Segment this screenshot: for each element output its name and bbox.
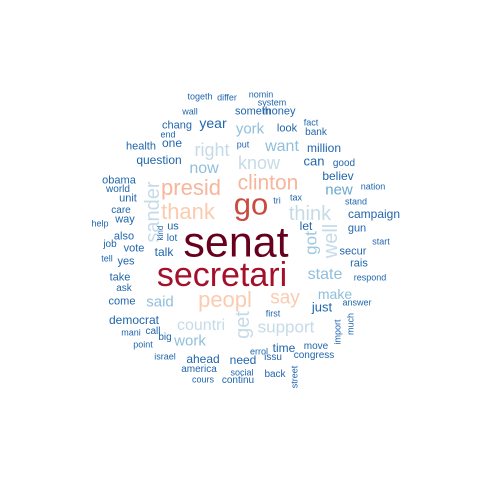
word-money: money: [262, 105, 296, 118]
word-rais: rais: [350, 257, 368, 270]
word-someth: someth: [234, 105, 272, 118]
word-big: big: [158, 332, 172, 343]
word-first: first: [265, 308, 281, 319]
word-now: now: [189, 160, 219, 177]
word-social: social: [230, 367, 254, 378]
word-gun: gun: [347, 222, 367, 235]
word-back: back: [264, 369, 286, 380]
word-million: million: [306, 141, 342, 155]
word-know: know: [237, 153, 281, 173]
word-make: make: [317, 286, 353, 302]
word-also: also: [113, 230, 135, 243]
word-nation: nation: [360, 181, 386, 192]
word-thank: thank: [161, 199, 215, 224]
word-yes: yes: [117, 255, 135, 268]
word-system: system: [257, 97, 287, 108]
word-said: said: [146, 293, 174, 311]
word-senat: senat: [183, 218, 289, 267]
word-just: just: [311, 299, 333, 315]
word-new: new: [325, 181, 353, 199]
word-let: let: [299, 219, 313, 233]
word-obama: obama: [102, 174, 136, 187]
word-clinton: clinton: [237, 171, 299, 195]
word-right: right: [194, 140, 230, 160]
word-one: one: [161, 136, 183, 150]
word-call: call: [145, 326, 161, 337]
word-believ: believ: [322, 169, 354, 183]
word-unit: unit: [119, 192, 137, 205]
word-street: street: [289, 365, 300, 389]
word-come: come: [108, 295, 136, 308]
word-end: end: [160, 129, 176, 140]
word-point: point: [133, 339, 153, 350]
word-need: need: [229, 353, 257, 367]
word-say: say: [270, 287, 300, 309]
word-vote: vote: [123, 242, 145, 255]
word-tax: tax: [289, 192, 303, 203]
word-lot: lot: [166, 233, 178, 244]
word-stand: stand: [344, 196, 368, 207]
word-look: look: [276, 122, 298, 135]
word-much: much: [345, 312, 356, 336]
word-tri: tri: [273, 195, 281, 206]
word-presid: presid: [161, 175, 221, 200]
word-issu: issu: [264, 352, 282, 363]
word-ahead: ahead: [186, 352, 220, 366]
word-year: year: [199, 115, 227, 131]
word-time: time: [272, 341, 296, 355]
word-congress: congress: [293, 350, 335, 361]
word-care: care: [111, 205, 131, 216]
word-nomin: nomin: [248, 89, 274, 100]
word-york: york: [235, 120, 265, 138]
word-kind: kind: [156, 225, 165, 241]
word-ask: ask: [116, 283, 132, 294]
word-start: start: [372, 236, 390, 247]
word-job: job: [103, 239, 117, 250]
word-cours: cours: [191, 374, 215, 385]
word-world: world: [106, 184, 130, 195]
word-good: good: [332, 158, 356, 169]
word-work: work: [174, 332, 206, 350]
word-tell: tell: [101, 253, 113, 264]
word-can: can: [303, 153, 325, 169]
word-errol: errol: [249, 346, 269, 357]
word-import: import: [332, 319, 343, 345]
word-support: support: [257, 317, 315, 337]
word-got: got: [301, 231, 321, 255]
word-fact: fact: [303, 117, 319, 128]
word-campaign: campaign: [347, 207, 401, 221]
word-get: get: [232, 311, 254, 339]
word-bank: bank: [305, 127, 327, 138]
word-countri: countri: [176, 317, 226, 334]
word-continu: continu: [221, 375, 255, 386]
word-think: think: [288, 203, 332, 225]
word-secur: secur: [339, 245, 367, 258]
word-move: move: [303, 341, 329, 352]
word-democrat: democrat: [108, 313, 160, 327]
word-put: put: [236, 139, 250, 150]
word-state: state: [307, 266, 343, 283]
word-help: help: [91, 218, 109, 229]
word-america: america: [181, 364, 217, 375]
word-respond: respond: [353, 272, 387, 283]
word-mani: mani: [121, 327, 141, 338]
word-go: go: [233, 186, 269, 222]
word-togeth: togeth: [187, 91, 213, 102]
word-us: us: [167, 220, 179, 233]
word-want: want: [265, 138, 299, 155]
word-chang: chang: [162, 119, 192, 132]
word-wall: wall: [182, 106, 198, 117]
word-well: well: [320, 223, 342, 259]
word-take: take: [109, 271, 131, 284]
word-secretari: secretari: [156, 256, 288, 294]
word-peopl: peopl: [198, 287, 252, 312]
word-way: way: [115, 213, 135, 226]
word-israel: israel: [154, 351, 176, 362]
word-question: question: [136, 153, 182, 167]
word-health: health: [126, 140, 156, 153]
word-talk: talk: [154, 245, 174, 259]
word-answer: answer: [342, 297, 372, 308]
word-differ: differ: [217, 92, 237, 103]
